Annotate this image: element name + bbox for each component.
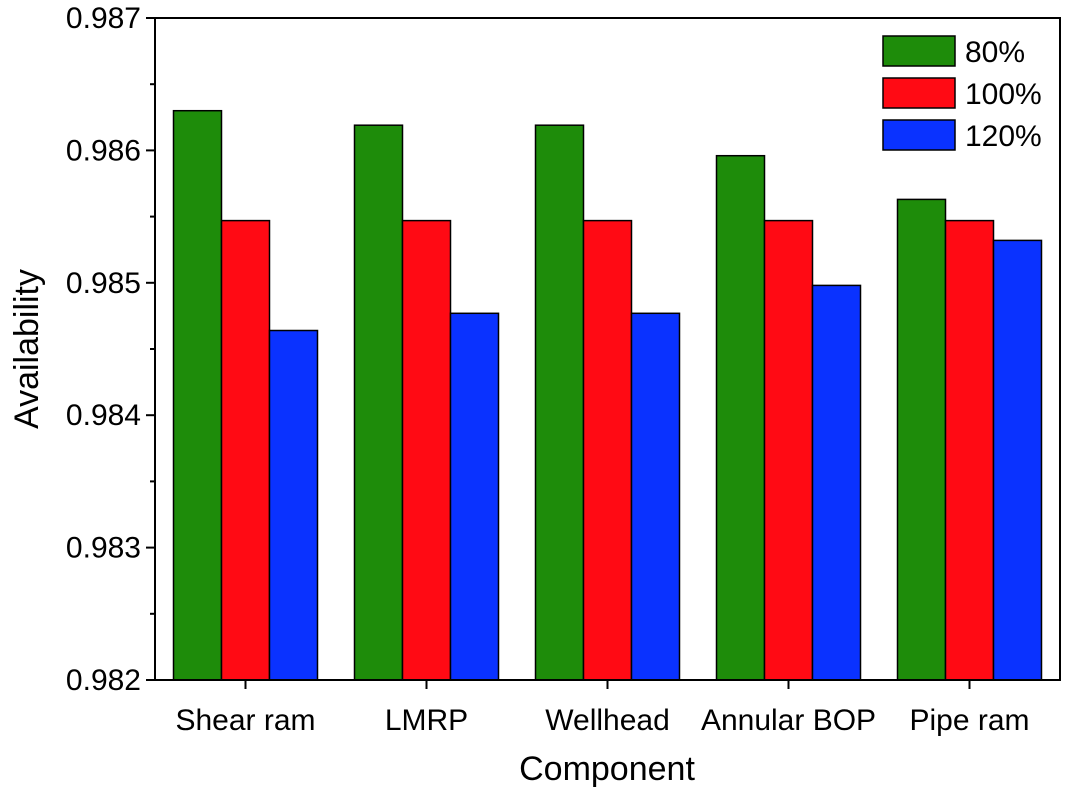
x-tick-label: LMRP — [385, 704, 468, 737]
bar-3-3 — [630, 312, 681, 681]
bar-1-1 — [172, 109, 223, 681]
legend-label-2: 100% — [965, 78, 1042, 111]
legend-swatch-1 — [882, 35, 956, 67]
x-tick-label: Shear ram — [175, 704, 315, 737]
x-tick-label: Pipe ram — [909, 704, 1029, 737]
legend-swatch-3 — [882, 119, 956, 151]
y-tick-label: 0.987 — [66, 2, 141, 35]
bar-2-4 — [763, 219, 814, 681]
y-tick-label: 0.983 — [66, 532, 141, 565]
legend-label-1: 80% — [965, 36, 1025, 69]
bar-2-1 — [220, 219, 271, 681]
x-axis-title: Component — [519, 750, 695, 788]
bars-layer — [172, 109, 1043, 681]
y-tick-label: 0.986 — [66, 134, 141, 167]
bar-1-4 — [715, 154, 766, 681]
legend: 80% 100% 120% — [882, 35, 1042, 153]
y-tick-label: 0.985 — [66, 267, 141, 300]
y-tick-label: 0.982 — [66, 664, 141, 697]
legend-label-3: 120% — [965, 120, 1042, 153]
x-tick-label: Wellhead — [545, 704, 670, 737]
bar-3-4 — [811, 284, 862, 681]
bar-2-3 — [582, 219, 633, 681]
bar-2-5 — [944, 219, 995, 681]
bar-3-2 — [449, 312, 500, 681]
y-axis-ticks: 0.982 0.983 0.984 0.985 0.986 0.987 — [66, 2, 155, 697]
bar-2-2 — [401, 219, 452, 681]
bar-1-3 — [534, 124, 585, 681]
bar-3-1 — [268, 329, 319, 681]
y-tick-label: 0.984 — [66, 399, 141, 432]
x-axis-ticks: Shear ram LMRP Wellhead Annular BOP Pipe ram — [175, 680, 1030, 737]
y-axis-title: Availability — [8, 269, 46, 429]
x-tick-label: Annular BOP — [701, 704, 876, 737]
bar-1-2 — [353, 124, 404, 681]
bar-3-5 — [992, 239, 1043, 681]
bar-1-5 — [896, 198, 947, 681]
legend-swatch-2 — [882, 77, 956, 109]
